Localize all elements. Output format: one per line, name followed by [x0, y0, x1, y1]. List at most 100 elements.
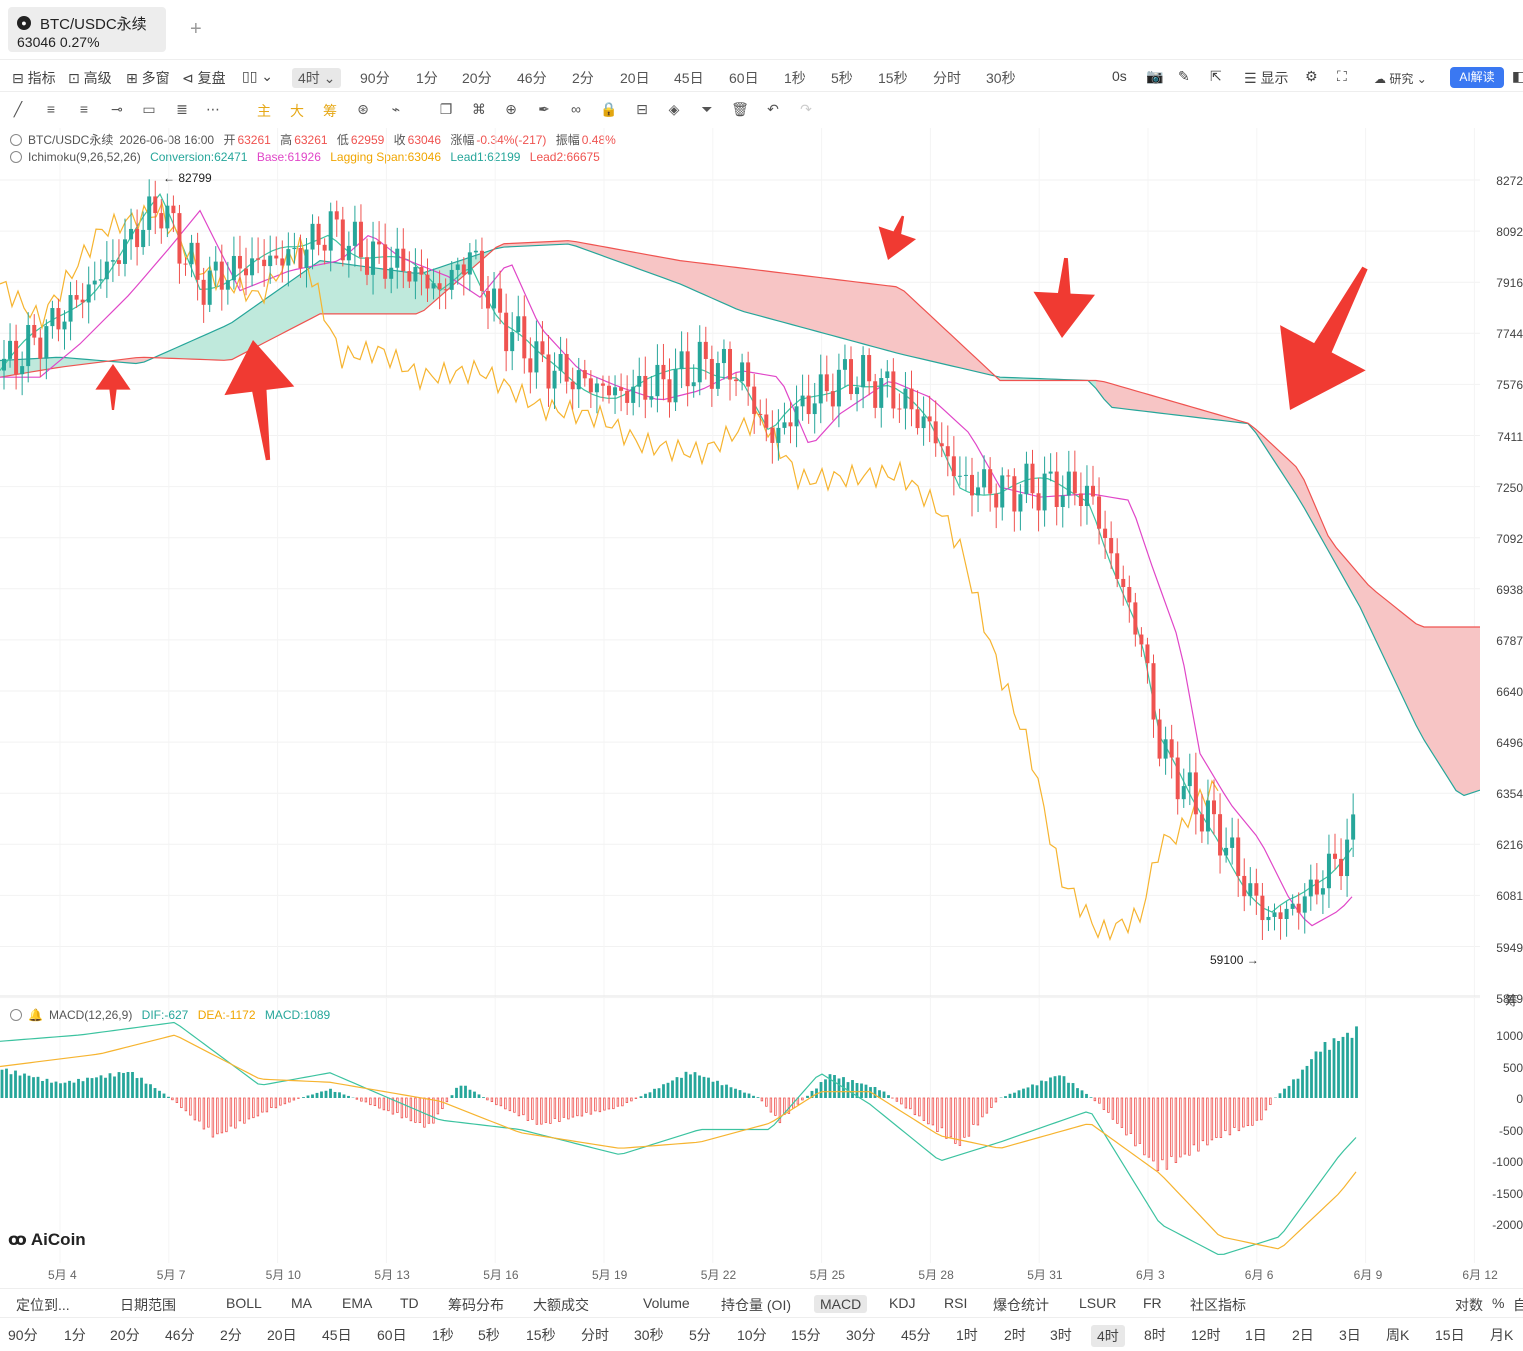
pencil-icon[interactable]: ✎ [1178, 68, 1190, 84]
trendline-icon[interactable]: ╱ [13, 101, 23, 117]
timeframe-6[interactable]: 45日 [674, 70, 704, 86]
timeframe-4[interactable]: 2分 [572, 70, 594, 86]
bell-icon[interactable]: 🔔 [28, 1008, 43, 1022]
interval-select[interactable]: 4时 ⌄ [292, 68, 342, 88]
interval-btn-1[interactable]: 1分 [64, 1327, 86, 1343]
interval-btn-25[interactable]: 2日 [1292, 1327, 1314, 1343]
alert-icon[interactable]: ⊟ [636, 101, 648, 117]
indicator-btn-3[interactable]: MA [291, 1295, 312, 1311]
advanced-button[interactable]: ⊡ 高级 [68, 70, 112, 86]
collapse-icon[interactable] [10, 1009, 22, 1021]
filter-icon[interactable]: ⏷ [701, 101, 713, 117]
indicator-btn-2[interactable]: BOLL [226, 1295, 262, 1311]
interval-btn-15[interactable]: 15分 [791, 1327, 821, 1343]
indicator-btn-14[interactable]: LSUR [1079, 1295, 1117, 1311]
marker-icon[interactable]: ✒ [538, 101, 550, 117]
timeframe-10[interactable]: 15秒 [878, 70, 908, 86]
interval-btn-18[interactable]: 1时 [956, 1327, 978, 1343]
big-icon[interactable]: 大 [290, 103, 304, 119]
indicator-btn-10[interactable]: MACD [814, 1295, 868, 1313]
interval-btn-27[interactable]: 周K [1386, 1327, 1410, 1343]
indicator-btn-8[interactable]: Volume [643, 1295, 690, 1311]
indicator-btn-7[interactable]: 大额成交 [533, 1297, 589, 1313]
interval-btn-6[interactable]: 45日 [322, 1327, 352, 1343]
interval-btn-22[interactable]: 8时 [1144, 1327, 1166, 1343]
interval-btn-19[interactable]: 2时 [1004, 1327, 1026, 1343]
indicator-btn-17[interactable]: 对数 [1455, 1297, 1483, 1313]
brush-icon[interactable]: ⌁ [391, 101, 401, 117]
indicator-btn-5[interactable]: TD [400, 1295, 419, 1311]
magnet-icon[interactable]: ⊛ [357, 101, 369, 117]
interval-btn-26[interactable]: 3日 [1339, 1327, 1361, 1343]
chart-type-button[interactable]: ▯▯ ⌄ [242, 68, 274, 84]
undo-icon[interactable]: ↶ [767, 101, 779, 117]
add-tab-button[interactable]: + [190, 18, 202, 40]
timeframe-7[interactable]: 60日 [729, 70, 759, 86]
trash-icon[interactable]: 🗑 [731, 101, 749, 117]
interval-btn-17[interactable]: 45分 [901, 1327, 931, 1343]
interval-btn-24[interactable]: 1日 [1245, 1327, 1267, 1343]
indicator-btn-0[interactable]: 定位到... [16, 1297, 70, 1313]
lock-icon[interactable]: 🔒 [600, 101, 618, 117]
timeframe-3[interactable]: 46分 [517, 70, 547, 86]
interval-btn-8[interactable]: 1秒 [432, 1327, 454, 1343]
symbol-tab[interactable]: ● BTC/USDC永续 63046 0.27% [8, 7, 166, 52]
interval-btn-0[interactable]: 90分 [8, 1327, 38, 1343]
indicators-button[interactable]: ⊟ 指标 [12, 70, 56, 86]
indicator-btn-1[interactable]: 日期范围 [120, 1297, 176, 1313]
interval-btn-20[interactable]: 3时 [1050, 1327, 1072, 1343]
more-tools-icon[interactable]: ⋯ [206, 101, 220, 117]
interval-btn-13[interactable]: 5分 [689, 1327, 711, 1343]
ray-icon[interactable]: ⊸ [111, 101, 123, 117]
collapse-icon[interactable] [10, 151, 22, 163]
timeframe-12[interactable]: 30秒 [986, 70, 1016, 86]
timeframe-8[interactable]: 1秒 [784, 70, 806, 86]
settings-icon[interactable]: ⚙ [1305, 68, 1318, 84]
indicator-btn-9[interactable]: 持仓量 (OI) [721, 1297, 791, 1313]
interval-btn-10[interactable]: 15秒 [526, 1327, 556, 1343]
refresh-timer[interactable]: 0s [1112, 68, 1127, 84]
interval-btn-9[interactable]: 5秒 [478, 1327, 500, 1343]
interval-btn-29[interactable]: 月K [1490, 1327, 1514, 1343]
timeframe-9[interactable]: 5秒 [831, 70, 853, 86]
channel-icon[interactable]: ≡ [79, 101, 89, 117]
timeframe-1[interactable]: 1分 [416, 70, 438, 86]
timeframe-5[interactable]: 20日 [620, 70, 650, 86]
ruler-icon[interactable]: ⌘ [472, 101, 486, 117]
interval-btn-21[interactable]: 4时 [1091, 1325, 1125, 1347]
share-icon[interactable]: ⇱ [1210, 68, 1222, 84]
main-icon[interactable]: 主 [257, 103, 271, 119]
layers-icon[interactable]: ◈ [668, 101, 680, 117]
indicator-btn-19[interactable]: 自 [1513, 1297, 1523, 1313]
interval-btn-2[interactable]: 20分 [110, 1327, 140, 1343]
timeframe-2[interactable]: 20分 [462, 70, 492, 86]
interval-btn-4[interactable]: 2分 [220, 1327, 242, 1343]
timeframe-11[interactable]: 分时 [933, 70, 961, 86]
chip-icon[interactable]: 筹 [323, 103, 337, 119]
interval-btn-28[interactable]: 15日 [1435, 1327, 1465, 1343]
camera-icon[interactable]: 📷 [1146, 68, 1164, 84]
indicator-btn-15[interactable]: FR [1143, 1295, 1162, 1311]
interval-btn-12[interactable]: 30秒 [634, 1327, 664, 1343]
interval-btn-5[interactable]: 20日 [267, 1327, 297, 1343]
indicator-btn-11[interactable]: KDJ [889, 1295, 916, 1311]
link-icon[interactable]: ∞ [571, 101, 581, 117]
hline-icon[interactable]: ≡ [46, 101, 56, 117]
timeframe-0[interactable]: 90分 [360, 70, 390, 86]
indicator-btn-16[interactable]: 社区指标 [1190, 1297, 1246, 1313]
indicator-btn-18[interactable]: % [1492, 1295, 1505, 1311]
display-button[interactable]: ☰ 显示 [1244, 70, 1289, 86]
interval-btn-14[interactable]: 10分 [737, 1327, 767, 1343]
fib-icon[interactable]: ≣ [176, 101, 188, 117]
replay-button[interactable]: ⊲ 复盘 [182, 70, 226, 86]
multi-window-button[interactable]: ⊞ 多窗 [126, 70, 170, 86]
rect-icon[interactable]: ▭ [142, 101, 156, 117]
redo-icon[interactable]: ↷ [800, 101, 812, 117]
interval-btn-23[interactable]: 12时 [1191, 1327, 1221, 1343]
more-icon[interactable]: ◧ [1512, 68, 1523, 84]
fullscreen-icon[interactable]: ⛶ [1337, 68, 1347, 84]
copy-icon[interactable]: ❐ [439, 101, 453, 117]
indicator-btn-4[interactable]: EMA [342, 1295, 373, 1311]
interval-btn-16[interactable]: 30分 [846, 1327, 876, 1343]
collapse-icon[interactable] [10, 134, 22, 146]
